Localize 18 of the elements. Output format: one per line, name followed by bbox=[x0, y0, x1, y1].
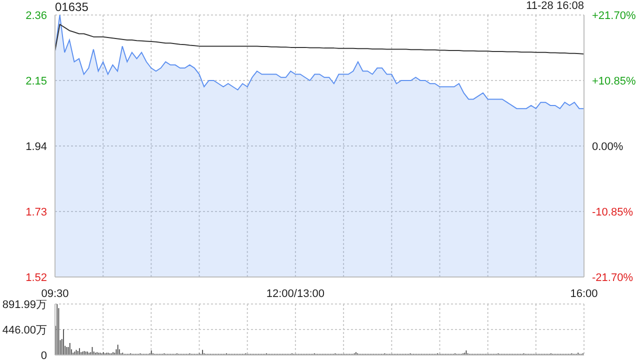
x-tick-label: 09:30 bbox=[41, 288, 69, 300]
y-tick-label: 1.52 bbox=[26, 272, 47, 284]
chart-title: 01635 bbox=[55, 0, 88, 14]
y2-tick-label: +21.70% bbox=[592, 10, 636, 22]
y-tick-label: 2.36 bbox=[26, 10, 47, 22]
y-tick-label: 0 bbox=[40, 350, 47, 360]
y2-tick-label: 0.00% bbox=[592, 141, 624, 153]
y2-tick-label: -10.85% bbox=[592, 206, 634, 218]
y-tick-label: 891.99万 bbox=[2, 299, 47, 311]
y-tick-label: 1.94 bbox=[26, 141, 47, 153]
x-tick-label: 12:00/13:00 bbox=[266, 288, 325, 300]
text: 11-28 16:08 bbox=[526, 0, 584, 12]
y-tick-label: 446.00万 bbox=[2, 324, 47, 336]
y2-tick-label: +10.85% bbox=[592, 76, 636, 88]
x-tick-label: 16:00 bbox=[570, 288, 598, 300]
y-tick-label: 2.15 bbox=[26, 76, 47, 88]
y-tick-label: 1.73 bbox=[26, 206, 47, 218]
y2-tick-label: -21.70% bbox=[592, 272, 634, 284]
